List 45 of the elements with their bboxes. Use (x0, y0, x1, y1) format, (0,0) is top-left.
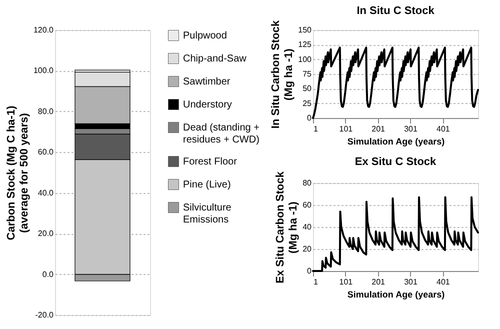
legend-label: Understory (183, 100, 232, 110)
y-tick-label: 60 (302, 200, 312, 210)
x-tick-label: 101 (339, 278, 354, 286)
x-tick-label: 1 (314, 124, 318, 134)
legend-label: Forest Floor (183, 156, 238, 168)
y-axis-title: Carbon Stock (Mg C ha-1) (average for 500 years) (5, 105, 30, 240)
x-tick-label: 101 (339, 124, 354, 134)
y-axis-title: In Situ Carbon Stock (Mg ha -1) (270, 20, 296, 129)
y-tick-label: 80 (302, 178, 312, 188)
x-tick-label: 401 (436, 124, 450, 134)
y-tick-label: 50 (302, 84, 312, 94)
x-tick-label: 201 (372, 278, 386, 286)
x-tick-label: 401 (436, 278, 450, 286)
legend-label: Pulpwood (183, 30, 227, 42)
y-tick-label: 125 (298, 40, 312, 50)
x-tick-label: 301 (404, 124, 418, 134)
legend-label: Pine (Live) (183, 180, 231, 190)
y-tick-label: 20 (302, 244, 312, 254)
y-tick-label: 40.0 (38, 188, 54, 198)
y-tick-label: 75 (302, 70, 312, 78)
x-tick-label: 1 (314, 278, 318, 286)
legend-label: Chip-and-Saw (183, 54, 248, 64)
chart-title: In Situ C Stock (356, 4, 436, 17)
y-tick-label: -20.0 (35, 310, 54, 320)
y-tick-label: 150 (298, 26, 312, 34)
x-axis-title: Simulation Age (years) (347, 290, 445, 300)
y-tick-label: 80.0 (38, 106, 54, 116)
chart-title: Ex Situ C Stock (354, 156, 438, 168)
y-axis-title: Ex Situ Carbon Stock (Mg ha -1) (274, 170, 300, 284)
legend-label: Sawtimber (183, 76, 231, 88)
y-tick-label: 40 (302, 222, 312, 232)
legend-label: Silviculture Emissions (183, 202, 232, 226)
y-tick-label: 60.0 (38, 148, 54, 157)
y-tick-label: 120.0 (33, 26, 54, 34)
y-tick-label: 100 (298, 54, 312, 64)
x-axis-title: Simulation Age (years) (347, 136, 445, 146)
y-tick-label: 0 (307, 114, 312, 122)
y-tick-label: 0 (307, 266, 312, 276)
y-tick-label: 20.0 (38, 229, 54, 238)
legend-label: Dead (standing + residues + CWD) (183, 122, 260, 146)
y-tick-label: 25 (302, 98, 312, 108)
y-tick-label: 100.0 (33, 66, 54, 76)
y-tick-label: 0.0 (42, 270, 54, 279)
x-tick-label: 301 (404, 278, 418, 286)
x-tick-label: 201 (372, 124, 386, 134)
